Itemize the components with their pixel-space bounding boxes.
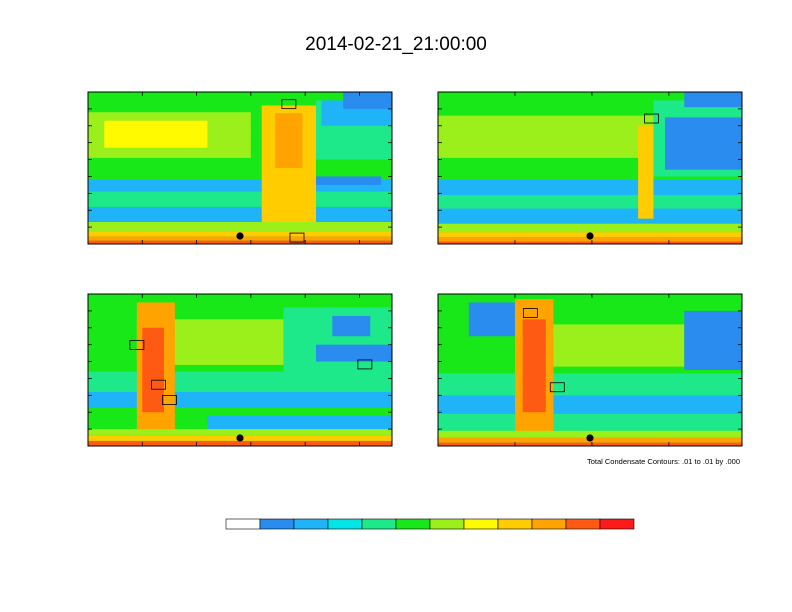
heatmap-field — [438, 92, 742, 244]
colorbar-swatch — [361, 518, 397, 530]
heatmap-cell — [88, 222, 392, 232]
heatmap-cell — [88, 179, 392, 192]
contour-footnote: Total Condensate Contours: .01 to .01 by… — [587, 457, 740, 466]
heatmap-field — [438, 294, 742, 446]
colorbar-swatch — [531, 518, 567, 530]
heatmap-cell — [438, 179, 742, 196]
heatmap-cell — [142, 327, 164, 413]
panel-west-east — [87, 293, 393, 447]
colorbar-swatch — [497, 518, 533, 530]
contour-label-box — [289, 232, 305, 243]
site-marker — [236, 232, 244, 240]
heatmap-cell — [88, 371, 392, 392]
colorbar-swatch — [259, 518, 295, 530]
colorbar-swatch — [429, 518, 465, 530]
contour-label-box — [644, 113, 659, 124]
colorbar-swatch — [225, 518, 261, 530]
colorbar — [225, 518, 635, 530]
contour-label-box — [522, 308, 538, 318]
panel-nw-se — [437, 293, 743, 447]
colorbar-swatch — [565, 518, 601, 530]
plot-frame — [437, 91, 743, 245]
heatmap-cell — [438, 223, 742, 233]
heatmap-cell — [438, 195, 742, 209]
heatmap-cell — [88, 429, 392, 436]
colorbar-swatch — [463, 518, 499, 530]
heatmap-cell — [88, 191, 392, 207]
contour-label-box — [357, 359, 373, 370]
heatmap-cell — [468, 302, 515, 337]
plot-frame — [87, 91, 393, 245]
colorbar-swatch — [395, 518, 431, 530]
colorbar-swatch — [327, 518, 363, 530]
heatmap-cell — [684, 310, 742, 370]
heatmap-cell — [522, 319, 546, 413]
panel-grid — [87, 91, 743, 447]
heatmap-cell — [438, 430, 742, 438]
heatmap-cell — [316, 344, 392, 362]
contour-label-box — [129, 340, 145, 350]
heatmap-cell — [88, 440, 392, 446]
heatmap-field — [88, 92, 392, 244]
heatmap-cell — [275, 113, 303, 168]
heatmap-cell — [438, 395, 742, 414]
heatmap-cell — [88, 391, 392, 408]
site-marker — [236, 434, 244, 442]
contour-label-box — [281, 99, 297, 110]
heatmap-cell — [88, 206, 392, 223]
heatmap-cell — [88, 240, 392, 244]
heatmap-cell — [104, 120, 208, 148]
site-marker — [586, 434, 594, 442]
panel-sw-ne — [437, 91, 743, 245]
plot-frame — [87, 293, 393, 447]
heatmap-cell — [438, 241, 742, 244]
heatmap-cell — [638, 125, 654, 219]
heatmap-cell — [438, 413, 742, 431]
heatmap-cell — [553, 324, 685, 367]
heatmap-cell — [438, 208, 742, 224]
site-marker — [586, 232, 594, 240]
contour-label-box — [162, 394, 177, 405]
contour-label-box — [151, 379, 166, 390]
heatmap-field — [88, 294, 392, 446]
contour-label-box — [549, 382, 565, 393]
heatmap-cell — [438, 442, 742, 446]
heatmap-cell — [438, 115, 654, 158]
colorbar-swatch — [293, 518, 329, 530]
heatmap-cell — [665, 117, 742, 170]
heatmap-cell — [438, 373, 742, 396]
colorbar-swatch — [599, 518, 635, 530]
heatmap-cell — [332, 315, 371, 337]
figure-title: 2014-02-21_21:00:00 — [305, 34, 487, 55]
heatmap-cell — [343, 92, 392, 109]
panel-south-north — [87, 91, 393, 245]
heatmap-cell — [316, 176, 382, 185]
heatmap-cell — [684, 92, 742, 108]
heatmap-cell — [207, 415, 392, 430]
plot-frame — [437, 293, 743, 447]
